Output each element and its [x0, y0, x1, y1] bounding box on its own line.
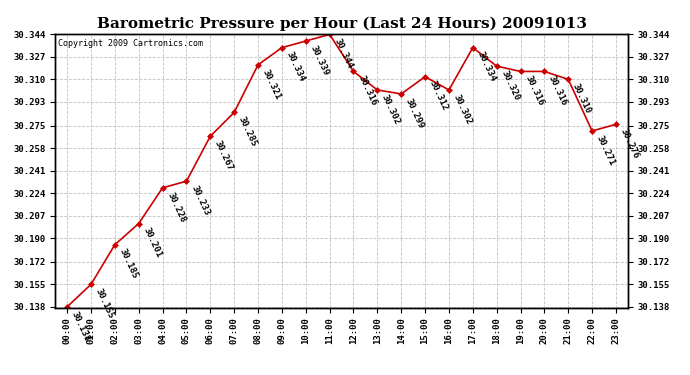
- Text: 30.316: 30.316: [523, 74, 545, 107]
- Text: 30.276: 30.276: [619, 127, 640, 160]
- Text: 30.312: 30.312: [428, 80, 450, 112]
- Text: 30.228: 30.228: [166, 190, 187, 224]
- Text: 30.310: 30.310: [571, 82, 593, 115]
- Text: Copyright 2009 Cartronics.com: Copyright 2009 Cartronics.com: [58, 39, 203, 48]
- Text: 30.138: 30.138: [70, 310, 92, 343]
- Text: 30.316: 30.316: [547, 74, 569, 107]
- Text: 30.302: 30.302: [452, 93, 473, 126]
- Text: 30.185: 30.185: [117, 248, 139, 280]
- Text: 30.316: 30.316: [356, 74, 378, 107]
- Text: 30.320: 30.320: [500, 69, 521, 102]
- Text: 30.302: 30.302: [380, 93, 402, 126]
- Text: 30.201: 30.201: [141, 226, 164, 260]
- Text: 30.299: 30.299: [404, 97, 426, 130]
- Text: 30.271: 30.271: [595, 134, 617, 167]
- Text: 30.155: 30.155: [94, 287, 115, 320]
- Text: 30.344: 30.344: [333, 37, 354, 70]
- Text: 30.321: 30.321: [261, 68, 283, 100]
- Text: 30.233: 30.233: [189, 184, 211, 217]
- Text: 30.285: 30.285: [237, 115, 259, 148]
- Title: Barometric Pressure per Hour (Last 24 Hours) 20091013: Barometric Pressure per Hour (Last 24 Ho…: [97, 17, 586, 31]
- Text: 30.267: 30.267: [213, 139, 235, 172]
- Text: 30.339: 30.339: [308, 44, 331, 77]
- Text: 30.334: 30.334: [475, 50, 497, 84]
- Text: 30.334: 30.334: [285, 50, 306, 84]
